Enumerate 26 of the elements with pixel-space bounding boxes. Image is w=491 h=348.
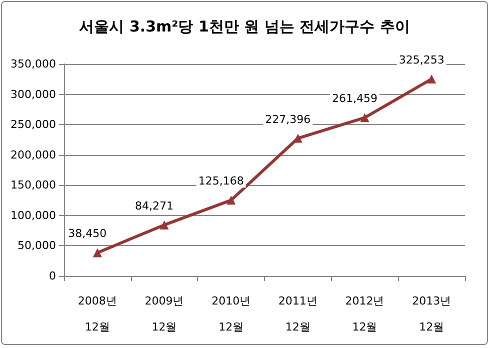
x-tick-label: 2010년 12월 xyxy=(212,294,251,334)
x-tick-label: 2013년 12월 xyxy=(412,294,452,334)
point xyxy=(92,248,102,258)
point xyxy=(360,113,370,122)
point xyxy=(226,196,236,205)
data-label: 325,253 xyxy=(398,53,444,66)
y-tick-label: 100,000 xyxy=(10,208,56,222)
data-label: 38,450 xyxy=(68,227,107,240)
y-tick-label: 0 xyxy=(49,270,56,282)
y-tick-label: 300,000 xyxy=(10,88,56,101)
y-tick-label: 200,000 xyxy=(10,148,56,162)
data-label: 261,459 xyxy=(332,92,378,106)
x-tick-label: 2009년 12월 xyxy=(144,294,184,334)
x-tick-label: 2011년 12월 xyxy=(278,294,318,334)
x-tick-label: 2012년 12월 xyxy=(345,294,384,334)
data-label: 227,396 xyxy=(265,112,311,126)
point xyxy=(160,220,169,230)
y-tick-label: 50,000 xyxy=(18,239,56,252)
x-tick-label: 2008년 12월 xyxy=(78,294,117,334)
data-label: 125,168 xyxy=(198,174,244,188)
chart-title: 서울시 3.3m²당 1천만 원 넘는 전세가구수 추이 xyxy=(79,18,410,36)
point xyxy=(427,74,436,84)
data-label: 84,271 xyxy=(135,199,174,212)
y-tick-label: 250,000 xyxy=(10,118,56,132)
y-tick-label: 150,000 xyxy=(10,178,56,192)
y-tick-label: 350,000 xyxy=(10,58,56,70)
